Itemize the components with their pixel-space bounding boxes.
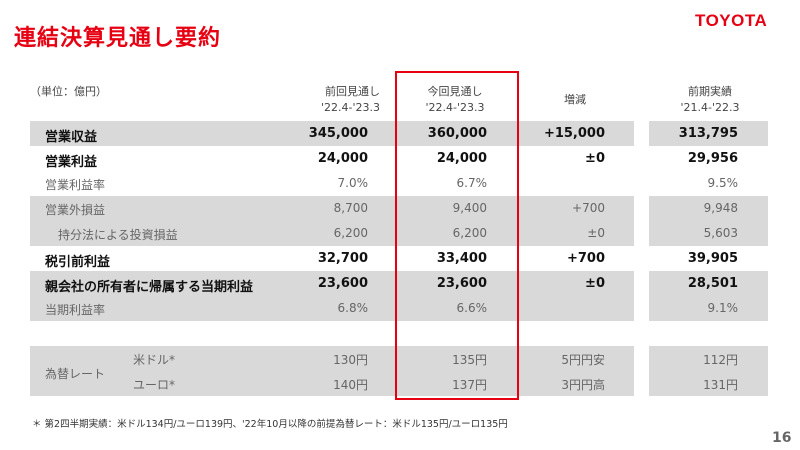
- band: [30, 196, 634, 246]
- cell-diff: ±0: [587, 226, 605, 240]
- header-line: '21.4-'22.3: [680, 101, 740, 114]
- band: [30, 346, 634, 396]
- cell-prev: 130円: [333, 353, 368, 367]
- cell-diff: 5円円安: [561, 353, 605, 367]
- band: [649, 346, 768, 396]
- cell-curr: 23,600: [436, 276, 487, 291]
- fx-label: 為替レート: [45, 367, 106, 381]
- table-row: 税引前利益 32,700 33,400 +700 39,905: [30, 246, 770, 271]
- fx-currency: ユーロ*: [133, 378, 176, 392]
- band: [30, 121, 634, 146]
- table-row: 親会社の所有者に帰属する当期利益 23,600 23,600 ±0 28,501: [30, 271, 770, 296]
- row-label: 親会社の所有者に帰属する当期利益: [45, 280, 254, 295]
- row-label: 営業収益: [45, 130, 98, 145]
- table-row: 当期利益率 6.8% 6.6% 9.1%: [30, 296, 770, 321]
- cell-last: 29,956: [687, 151, 738, 166]
- cell-last: 112円: [703, 353, 738, 367]
- cell-curr: 6.6%: [456, 301, 488, 315]
- header-line: 前回見通し: [325, 85, 380, 98]
- fx-currency: 米ドル*: [133, 353, 176, 367]
- header-diff: 増減: [564, 93, 586, 106]
- table-row: 営業外損益 8,700 9,400 +700 9,948: [30, 196, 770, 221]
- cell-curr: 137円: [452, 378, 487, 392]
- table-row: 営業利益 24,000 24,000 ±0 29,956: [30, 146, 770, 171]
- band: [649, 196, 768, 246]
- row-label: 当期利益率: [45, 303, 106, 317]
- cell-curr: 6.7%: [456, 176, 488, 190]
- cell-prev: 6.8%: [337, 301, 369, 315]
- cell-diff: +15,000: [543, 126, 605, 141]
- cell-curr: 135円: [452, 353, 487, 367]
- cell-prev: 24,000: [317, 151, 368, 166]
- cell-prev: 6,200: [333, 226, 368, 240]
- unit-label: （単位：億円）: [30, 85, 107, 98]
- cell-curr: 360,000: [427, 126, 487, 141]
- cell-diff: 3円円高: [561, 378, 605, 392]
- cell-curr: 33,400: [436, 251, 487, 266]
- table-row: 営業利益率 7.0% 6.7% 9.5%: [30, 171, 770, 196]
- cell-diff: +700: [566, 251, 605, 266]
- cell-prev: 140円: [333, 378, 368, 392]
- row-label: 税引前利益: [45, 255, 111, 270]
- page-title: 連結決算見通し要約: [14, 26, 222, 51]
- cell-curr: 6,200: [452, 226, 487, 240]
- cell-diff: ±0: [585, 276, 605, 291]
- cell-last: 5,603: [703, 226, 738, 240]
- page-number: 16: [772, 430, 792, 446]
- band: [649, 271, 768, 321]
- cell-last: 313,795: [678, 126, 738, 141]
- cell-prev: 345,000: [308, 126, 368, 141]
- header-line: '22.4-'23.3: [320, 101, 380, 114]
- cell-last: 9,948: [703, 201, 738, 215]
- cell-prev: 7.0%: [337, 176, 369, 190]
- header-line: 今回見通し: [427, 85, 483, 98]
- cell-last: 9.1%: [707, 301, 739, 315]
- toyota-logo: TOYOTA: [695, 11, 768, 30]
- footnote: ＊ 第2四半期実績：米ドル134円/ユーロ139円、'22年10月以降の前提為替…: [32, 419, 508, 430]
- fx-row-eur: ユーロ* 140円 137円 3円円高 131円: [30, 371, 770, 396]
- table-row: 持分法による投資損益 6,200 6,200 ±0 5,603: [30, 221, 770, 246]
- cell-prev: 32,700: [317, 251, 368, 266]
- header-line: 前期実績: [688, 85, 732, 98]
- cell-curr: 9,400: [452, 201, 487, 215]
- fx-row-usd: 米ドル* 130円 135円 5円円安 112円: [30, 346, 770, 371]
- header-line: '22.4-'23.3: [425, 101, 485, 114]
- band: [30, 271, 634, 321]
- row-label: 営業利益率: [45, 178, 106, 192]
- row-label: 営業外損益: [45, 203, 106, 217]
- cell-prev: 23,600: [317, 276, 368, 291]
- row-label: 持分法による投資損益: [58, 228, 178, 242]
- cell-diff: ±0: [585, 151, 605, 166]
- header-prev: 前回見通し '22.4-'23.3: [290, 84, 380, 116]
- cell-last: 28,501: [687, 276, 738, 291]
- cell-diff: +700: [572, 201, 605, 215]
- row-label: 営業利益: [45, 155, 98, 170]
- fx-label-row: 為替レート: [30, 360, 770, 385]
- header-last: 前期実績 '21.4-'22.3: [660, 84, 760, 116]
- header-curr: 今回見通し '22.4-'23.3: [410, 84, 500, 116]
- cell-curr: 24,000: [436, 151, 487, 166]
- cell-prev: 8,700: [333, 201, 368, 215]
- cell-last: 131円: [703, 378, 738, 392]
- cell-last: 39,905: [687, 251, 738, 266]
- table-row: 営業収益 345,000 360,000 +15,000 313,795: [30, 121, 770, 146]
- cell-last: 9.5%: [707, 176, 739, 190]
- highlight-current-forecast: [395, 71, 519, 400]
- band: [649, 121, 768, 146]
